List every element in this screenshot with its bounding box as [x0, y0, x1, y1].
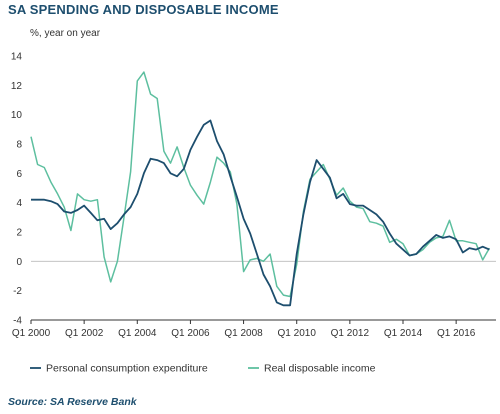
x-tick-label: Q1 2000	[12, 328, 51, 339]
x-tick-label: Q1 2010	[278, 328, 317, 339]
legend: Personal consumption expenditure Real dis…	[30, 363, 376, 375]
x-tick-label: Q1 2012	[331, 328, 370, 339]
x-tick-label: Q1 2008	[224, 328, 263, 339]
legend-label: Real disposable income	[264, 363, 376, 375]
y-axis-label: %, year on year	[30, 28, 101, 39]
y-tick-label: 12	[11, 81, 23, 92]
legend-label: Personal consumption expenditure	[46, 363, 208, 375]
x-tick-label: Q1 2002	[65, 328, 104, 339]
y-tick-label: 4	[16, 198, 22, 209]
x-tick-label: Q1 2006	[171, 328, 210, 339]
axes: -4 -2 0 2 4 6 8 10 12 14 Q1 2000 Q1 2002 Q1 2004 Q1 2…	[11, 52, 496, 339]
y-tick-label: -2	[13, 286, 22, 297]
x-tick-label: Q1 2016	[437, 328, 476, 339]
y-tick-label: -4	[13, 316, 22, 327]
y-tick-label: 10	[11, 110, 23, 121]
chart-title: SA SPENDING AND DISPOSABLE INCOME	[8, 2, 279, 17]
y-tick-label: 0	[16, 257, 22, 268]
series-line-consumption	[31, 119, 490, 307]
y-tick-label: 8	[16, 140, 22, 151]
x-tick-label: Q1 2004	[118, 328, 157, 339]
y-tick-label: 14	[11, 52, 23, 63]
y-tick-label: 2	[16, 228, 22, 239]
series-lines	[30, 71, 491, 307]
source-note: Source: SA Reserve Bank	[8, 396, 137, 408]
x-tick-label: Q1 2014	[384, 328, 423, 339]
y-tick-label: 6	[16, 169, 22, 180]
